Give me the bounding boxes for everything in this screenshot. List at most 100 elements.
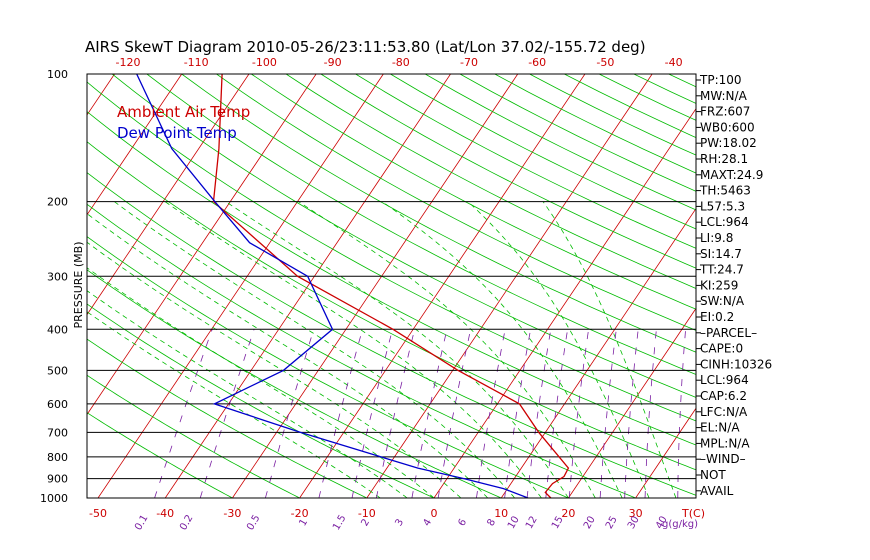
- mixing-ratio-tick-label: 4: [421, 517, 434, 528]
- pressure-tick-label: 300: [47, 270, 68, 283]
- pressure-tick-label: 400: [47, 323, 68, 336]
- mixing-ratio-line: [351, 329, 393, 498]
- isotherm-line: [87, 74, 250, 316]
- mixing-ratio-unit-label: g(g/kg): [662, 519, 698, 530]
- moist-adiabat-line: [114, 201, 515, 498]
- pressure-tick-label: 1000: [40, 492, 68, 505]
- isotherm-line: [568, 307, 696, 498]
- stability-index-item: SI:14.7: [700, 247, 742, 261]
- isotherm-line: [433, 107, 696, 498]
- mixing-ratio-tick-label: 12: [524, 514, 540, 531]
- dry-adiabat-line: [87, 236, 569, 498]
- dry-adiabat-line: [87, 412, 233, 498]
- mixing-ratio-tick-label: 0.5: [245, 513, 262, 532]
- dry-adiabat-line: [146, 74, 696, 375]
- stability-index-item: AVAIL: [700, 484, 734, 498]
- isotherm-line: [500, 207, 696, 498]
- mixing-ratio-line: [644, 329, 657, 498]
- mixing-ratio-tick-label: 10: [506, 514, 522, 531]
- isotherm-line: [87, 74, 183, 216]
- mixing-ratio-line: [199, 329, 255, 498]
- temp-tick-top: -40: [665, 56, 683, 69]
- dry-adiabat-line: [390, 74, 696, 230]
- dry-adiabat-line: [181, 74, 696, 353]
- temp-tick-top: -110: [184, 56, 209, 69]
- temp-tick-bottom: 30: [629, 507, 643, 520]
- dry-adiabat-line: [216, 74, 696, 331]
- stability-index-item: LCL:964: [700, 373, 749, 387]
- dry-adiabat-line: [87, 111, 696, 446]
- moist-adiabat-line: [298, 201, 596, 498]
- mixing-ratio-tick-label: 0.1: [133, 513, 150, 532]
- stability-index-item: MW:N/A: [700, 89, 748, 103]
- pressure-tick-label: 700: [47, 426, 68, 439]
- plot-frame: [86, 73, 697, 499]
- stability-index-item: KI:259: [700, 278, 738, 292]
- moist-adiabat-line: [87, 311, 381, 498]
- dry-adiabat-line: [87, 374, 300, 498]
- mixing-ratio-tick-label: 1.5: [331, 513, 348, 532]
- temp-tick-top: -90: [324, 56, 342, 69]
- legend-dewpoint: Dew Point Temp: [117, 124, 237, 142]
- pressure-tick-label: 600: [47, 398, 68, 411]
- stability-index-item: NOT: [700, 468, 726, 482]
- isotherm-line: [164, 74, 451, 498]
- isotherm-line: [0, 74, 47, 498]
- temp-tick-top: -60: [528, 56, 546, 69]
- stability-index-item: SW:N/A: [700, 294, 745, 308]
- stability-index-item: –WIND–: [700, 452, 746, 466]
- legend: Ambient Air Temp Dew Point Temp: [117, 103, 250, 142]
- stability-index-item: WB0:600: [700, 120, 755, 134]
- temp-tick-bottom: -50: [89, 507, 107, 520]
- pressure-tick-label: 800: [47, 451, 68, 464]
- isotherm-line: [232, 74, 519, 498]
- stability-index-item: MPL:N/A: [700, 436, 750, 450]
- dry-adiabat-line: [87, 81, 696, 422]
- stability-index-item: CAPE:0: [700, 342, 743, 356]
- dry-adiabat-line: [251, 74, 696, 310]
- stability-index-item: EI:0.2: [700, 310, 734, 324]
- mixing-ratio-tick-label: 0.2: [178, 513, 195, 532]
- temp-tick-top: -70: [460, 56, 478, 69]
- dry-adiabat-line: [285, 74, 696, 289]
- isotherm-line: [366, 74, 653, 498]
- mixing-ratio-tick-label: 20: [582, 514, 598, 531]
- temp-unit-label: T(C): [681, 507, 705, 520]
- mixing-ratio-tick-label: 25: [604, 514, 620, 531]
- stability-index-item: L57:5.3: [700, 199, 745, 213]
- moist-adiabat-line: [467, 201, 650, 498]
- dry-adiabat-line: [111, 74, 696, 398]
- pressure-tick-label: 500: [47, 364, 68, 377]
- temp-tick-top: -120: [116, 56, 141, 69]
- dry-adiabat-line: [87, 303, 435, 498]
- temp-tick-bottom: 20: [561, 507, 575, 520]
- stability-index-item: MAXT:24.9: [700, 168, 763, 182]
- y-axis-label: PRESSURE (MB): [72, 242, 85, 329]
- temp-tick-bottom: 0: [431, 507, 438, 520]
- isotherm-line: [299, 74, 586, 498]
- pressure-tick-label: 200: [47, 196, 68, 209]
- temp-tick-bottom: 10: [494, 507, 508, 520]
- stability-index-item: LI:9.8: [700, 231, 733, 245]
- moist-adiabat-line: [381, 201, 623, 498]
- dry-adiabat-line: [668, 74, 696, 88]
- mixing-ratio-line: [599, 329, 617, 498]
- plot-border: [86, 73, 697, 499]
- dry-adiabat-line: [459, 74, 696, 192]
- dewpoint-profile: [136, 74, 529, 498]
- temp-tick-top: -100: [252, 56, 277, 69]
- temp-tick-bottom: -10: [358, 507, 376, 520]
- chart-title: AIRS SkewT Diagram 2010-05-26/23:11:53.8…: [85, 38, 646, 56]
- isotherm-line: [770, 74, 870, 498]
- stability-index-item: TT:24.7: [699, 263, 744, 277]
- mixing-ratio-tick-label: 2: [359, 517, 372, 528]
- temp-tick-top: -50: [596, 56, 614, 69]
- stability-index-item: CINH:10326: [700, 357, 772, 371]
- mixing-ratio-line: [375, 329, 416, 498]
- plot-area: [0, 74, 870, 498]
- pressure-tick-label: 900: [47, 473, 68, 486]
- isotherm-line: [97, 74, 384, 498]
- dry-adiabat-line: [494, 74, 696, 174]
